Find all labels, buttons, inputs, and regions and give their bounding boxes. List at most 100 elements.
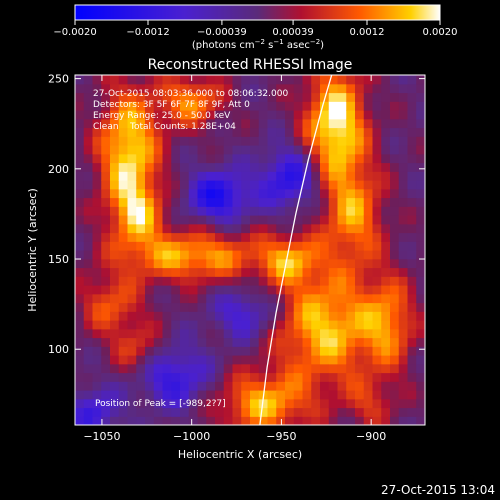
heatmap-cell xyxy=(337,355,347,365)
heatmap-cell xyxy=(136,223,146,234)
heatmap-cell xyxy=(197,101,207,111)
heatmap-cell xyxy=(118,241,129,251)
heatmap-cell xyxy=(171,171,181,181)
heatmap-cell xyxy=(311,311,321,321)
heatmap-cell xyxy=(153,127,164,137)
heatmap-cell xyxy=(285,215,295,225)
heatmap-cell xyxy=(320,153,330,164)
heatmap-cell xyxy=(355,145,365,155)
heatmap-cell xyxy=(320,320,330,330)
heatmap-cell xyxy=(293,101,304,111)
heatmap-cell xyxy=(206,311,216,321)
heatmap-cell xyxy=(145,232,155,242)
heatmap-cell xyxy=(381,285,391,295)
heatmap-cell xyxy=(92,372,102,382)
heatmap-cell xyxy=(372,407,382,417)
heatmap-cell xyxy=(101,285,111,295)
heatmap-cell xyxy=(223,372,234,382)
heatmap-cell xyxy=(180,75,190,85)
heatmap-cell xyxy=(92,267,102,277)
heatmap-cell xyxy=(276,407,286,417)
info-annotation: 27-Oct-2015 08:03:36.000 to 08:06:32.000… xyxy=(93,89,288,132)
heatmap-cell xyxy=(188,223,199,234)
heatmap-cell xyxy=(75,92,85,102)
heatmap-cell xyxy=(381,381,391,391)
heatmap-cell xyxy=(302,215,312,225)
heatmap-cell xyxy=(381,346,391,356)
heatmap-cell xyxy=(153,145,164,155)
heatmap-cell xyxy=(215,110,225,120)
heatmap-cell xyxy=(75,215,85,225)
heatmap-cell xyxy=(145,355,155,365)
heatmap-cell xyxy=(206,355,216,365)
heatmap-cell xyxy=(92,75,102,85)
heatmap-cell xyxy=(197,75,207,85)
heatmap-cell xyxy=(162,110,172,120)
heatmap-cell xyxy=(75,83,85,94)
heatmap-cell xyxy=(372,75,382,85)
heatmap-cell xyxy=(180,101,190,111)
heatmap-cell xyxy=(293,293,304,304)
heatmap-cell xyxy=(302,136,312,146)
heatmap-cell xyxy=(101,363,111,374)
heatmap-cell xyxy=(250,381,260,391)
heatmap-cell xyxy=(372,355,382,365)
heatmap-cell xyxy=(83,136,94,146)
heatmap-cell xyxy=(398,171,409,181)
heatmap-cell xyxy=(337,180,347,190)
heatmap-cell xyxy=(92,153,102,164)
heatmap-cell xyxy=(372,241,382,251)
heatmap-cell xyxy=(293,223,304,234)
heatmap-cell xyxy=(83,302,94,312)
heatmap-cell xyxy=(145,206,155,216)
heatmap-cell xyxy=(83,390,94,400)
heatmap-cell xyxy=(223,250,234,260)
heatmap-cell xyxy=(223,355,234,365)
heatmap-cell xyxy=(241,293,251,304)
heatmap-cell xyxy=(355,363,365,374)
heatmap-cell xyxy=(180,267,190,277)
heatmap-cell xyxy=(110,223,120,234)
heatmap-cell xyxy=(110,241,120,251)
heatmap-cell xyxy=(92,92,102,102)
heatmap-cell xyxy=(232,92,242,102)
heatmap-cell xyxy=(101,276,111,286)
heatmap-cell xyxy=(407,101,417,111)
heatmap-cell xyxy=(250,92,260,102)
heatmap-cell xyxy=(311,180,321,190)
heatmap-cell xyxy=(372,206,382,216)
heatmap-cell xyxy=(145,101,155,111)
heatmap-cell xyxy=(407,337,417,347)
heatmap-cell xyxy=(241,188,251,199)
heatmap-cell xyxy=(206,232,216,242)
heatmap-cell xyxy=(83,215,94,225)
heatmap-cell xyxy=(372,250,382,260)
heatmap-cell xyxy=(180,293,190,304)
heatmap-cell xyxy=(250,127,260,137)
heatmap-cell xyxy=(83,285,94,295)
heatmap-cell xyxy=(75,267,85,277)
heatmap-cell xyxy=(215,232,225,242)
heatmap-cell xyxy=(328,127,339,137)
heatmap-cell xyxy=(346,232,356,242)
heatmap-cell xyxy=(355,223,365,234)
heatmap-cell xyxy=(346,180,356,190)
heatmap-cell xyxy=(328,232,339,242)
heatmap-cell xyxy=(241,241,251,251)
heatmap-cell xyxy=(232,346,242,356)
heatmap-cell xyxy=(381,250,391,260)
heatmap-cell xyxy=(381,110,391,120)
heatmap-cell xyxy=(241,127,251,137)
heatmap-cell xyxy=(197,206,207,216)
heatmap-cell xyxy=(390,101,400,111)
heatmap-cell xyxy=(337,206,347,216)
heatmap-cell xyxy=(337,171,347,181)
heatmap-cell xyxy=(83,320,94,330)
heatmap-cell xyxy=(162,337,172,347)
heatmap-cell xyxy=(346,355,356,365)
heatmap-cell xyxy=(188,258,199,269)
heatmap-cell xyxy=(75,145,85,155)
heatmap-cell xyxy=(188,398,199,409)
heatmap-cell xyxy=(267,267,277,277)
heatmap-cell xyxy=(398,153,409,164)
